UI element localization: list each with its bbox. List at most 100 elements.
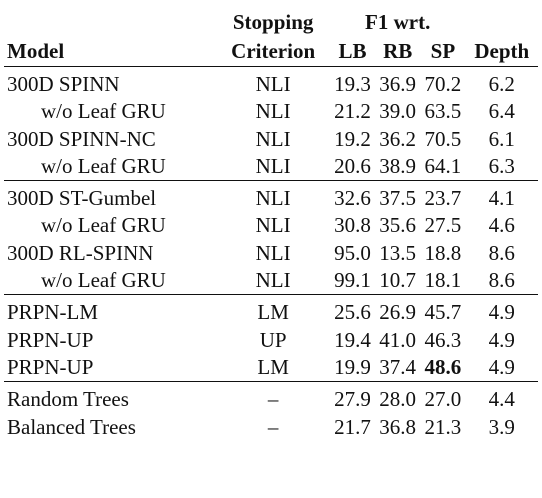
- table-row: w/o Leaf GRU NLI 99.1 10.7 18.1 8.6: [4, 267, 538, 295]
- depth-cell: 6.1: [488, 126, 515, 151]
- depth-cell: 8.6: [488, 268, 515, 293]
- sp-cell: 27.5: [424, 213, 462, 238]
- lb-cell: 19.3: [334, 72, 371, 96]
- table-row: w/o Leaf GRU NLI 30.8 35.6 27.5 4.6: [4, 212, 538, 239]
- depth-cell: 3.9: [488, 414, 515, 439]
- model-cell: 300D SPINN: [7, 72, 120, 96]
- sp-cell: 70.2: [424, 72, 462, 96]
- model-cell: 300D SPINN-NC: [7, 126, 156, 151]
- model-cell: PRPN-LM: [4, 294, 217, 327]
- model-cell: w/o Leaf GRU: [41, 99, 166, 124]
- rb-cell: 37.5: [375, 180, 421, 213]
- table-row: w/o Leaf GRU NLI 21.2 39.0 63.5 6.4: [4, 98, 538, 125]
- rb-cell: 13.5: [379, 240, 417, 265]
- depth-cell: 6.4: [488, 99, 515, 124]
- depth-cell: 8.6: [488, 240, 515, 265]
- table-row: 300D SPINN NLI 19.3 36.9 70.2 6.2: [4, 67, 538, 99]
- lb-cell: 32.6: [329, 180, 376, 213]
- depth-cell: 6.2: [488, 72, 515, 96]
- model-cell: Random Trees: [4, 381, 217, 414]
- lb-cell: 19.4: [334, 327, 371, 352]
- lb-cell: 27.9: [329, 381, 376, 414]
- depth-cell: 4.9: [465, 294, 538, 327]
- rb-cell: 39.0: [379, 99, 417, 124]
- sp-cell: 64.1: [424, 153, 462, 178]
- rb-cell: 37.4: [379, 354, 417, 379]
- depth-cell: 4.4: [465, 381, 538, 414]
- sp-cell: 63.5: [424, 99, 462, 124]
- model-cell: PRPN-UP: [7, 327, 94, 352]
- lb-cell: 99.1: [334, 268, 371, 293]
- rb-cell: 10.7: [379, 268, 417, 293]
- model-cell: w/o Leaf GRU: [41, 213, 166, 238]
- stop-cell: UP: [259, 327, 287, 352]
- header-lb: LB: [329, 36, 376, 67]
- model-cell: Balanced Trees: [7, 414, 136, 439]
- stop-cell: NLI: [255, 126, 291, 151]
- results-table: Stopping F1 wrt. Model Criterion LB RB S…: [4, 8, 538, 441]
- header-model: Model: [4, 36, 217, 67]
- lb-cell: 20.6: [334, 153, 371, 178]
- rb-cell: 38.9: [379, 153, 417, 178]
- rb-cell: 36.2: [379, 126, 417, 151]
- model-cell: 300D ST-Gumbel: [4, 180, 217, 213]
- header-stopping-line1: Stopping: [232, 10, 314, 34]
- sp-cell: 21.3: [424, 414, 462, 439]
- stop-cell: NLI: [255, 213, 291, 238]
- header-rb: RB: [375, 36, 421, 67]
- sp-cell: 27.0: [420, 381, 466, 414]
- stop-cell: NLI: [216, 180, 330, 213]
- stop-cell: LM: [216, 294, 330, 327]
- table-row: w/o Leaf GRU NLI 20.6 38.9 64.1 6.3: [4, 153, 538, 181]
- table-row: 300D ST-Gumbel NLI 32.6 37.5 23.7 4.1: [4, 180, 538, 213]
- stop-cell: NLI: [255, 72, 291, 96]
- stop-cell: NLI: [255, 240, 291, 265]
- sp-cell: 18.8: [424, 240, 462, 265]
- header-f1-group: F1 wrt.: [365, 10, 431, 34]
- sp-cell: 70.5: [424, 126, 462, 151]
- table-row: PRPN-UP UP 19.4 41.0 46.3 4.9: [4, 327, 538, 354]
- lb-cell: 19.9: [334, 354, 371, 379]
- model-cell: 300D RL-SPINN: [7, 240, 154, 265]
- depth-cell: 4.9: [488, 354, 515, 379]
- rb-cell: 41.0: [379, 327, 417, 352]
- rb-cell: 26.9: [375, 294, 421, 327]
- table-row: Random Trees – 27.9 28.0 27.0 4.4: [4, 381, 538, 414]
- depth-cell: 4.6: [488, 213, 515, 238]
- stop-cell: –: [216, 381, 330, 414]
- lb-cell: 21.7: [334, 414, 371, 439]
- rb-cell: 36.9: [379, 72, 417, 96]
- stop-cell: NLI: [255, 268, 291, 293]
- stop-cell: LM: [257, 354, 289, 379]
- table-row: PRPN-LM LM 25.6 26.9 45.7 4.9: [4, 294, 538, 327]
- header-depth: Depth: [465, 36, 538, 67]
- table-row: Balanced Trees – 21.7 36.8 21.3 3.9: [4, 414, 538, 441]
- lb-cell: 30.8: [334, 213, 371, 238]
- lb-cell: 95.0: [334, 240, 371, 265]
- sp-cell: 45.7: [420, 294, 466, 327]
- sp-cell: 18.1: [424, 268, 462, 293]
- model-cell: w/o Leaf GRU: [41, 268, 166, 293]
- lb-cell: 19.2: [334, 126, 371, 151]
- header-stopping-line2: Criterion: [216, 36, 330, 67]
- lb-cell: 21.2: [334, 99, 371, 124]
- stop-cell: –: [267, 414, 279, 439]
- sp-cell: 46.3: [424, 327, 462, 352]
- table-row: 300D SPINN-NC NLI 19.2 36.2 70.5 6.1: [4, 126, 538, 153]
- model-cell: w/o Leaf GRU: [41, 153, 166, 178]
- lb-cell: 25.6: [329, 294, 376, 327]
- depth-cell: 4.1: [465, 180, 538, 213]
- stop-cell: NLI: [255, 99, 291, 124]
- depth-cell: 6.3: [488, 153, 515, 178]
- sp-cell: 23.7: [420, 180, 466, 213]
- rb-cell: 36.8: [379, 414, 417, 439]
- depth-cell: 4.9: [488, 327, 515, 352]
- table-row: 300D RL-SPINN NLI 95.0 13.5 18.8 8.6: [4, 240, 538, 267]
- rb-cell: 28.0: [375, 381, 421, 414]
- model-cell: PRPN-UP: [7, 354, 94, 379]
- sp-cell-best: 48.6: [424, 354, 462, 379]
- rb-cell: 35.6: [379, 213, 417, 238]
- header-sp: SP: [420, 36, 466, 67]
- stop-cell: NLI: [255, 153, 291, 178]
